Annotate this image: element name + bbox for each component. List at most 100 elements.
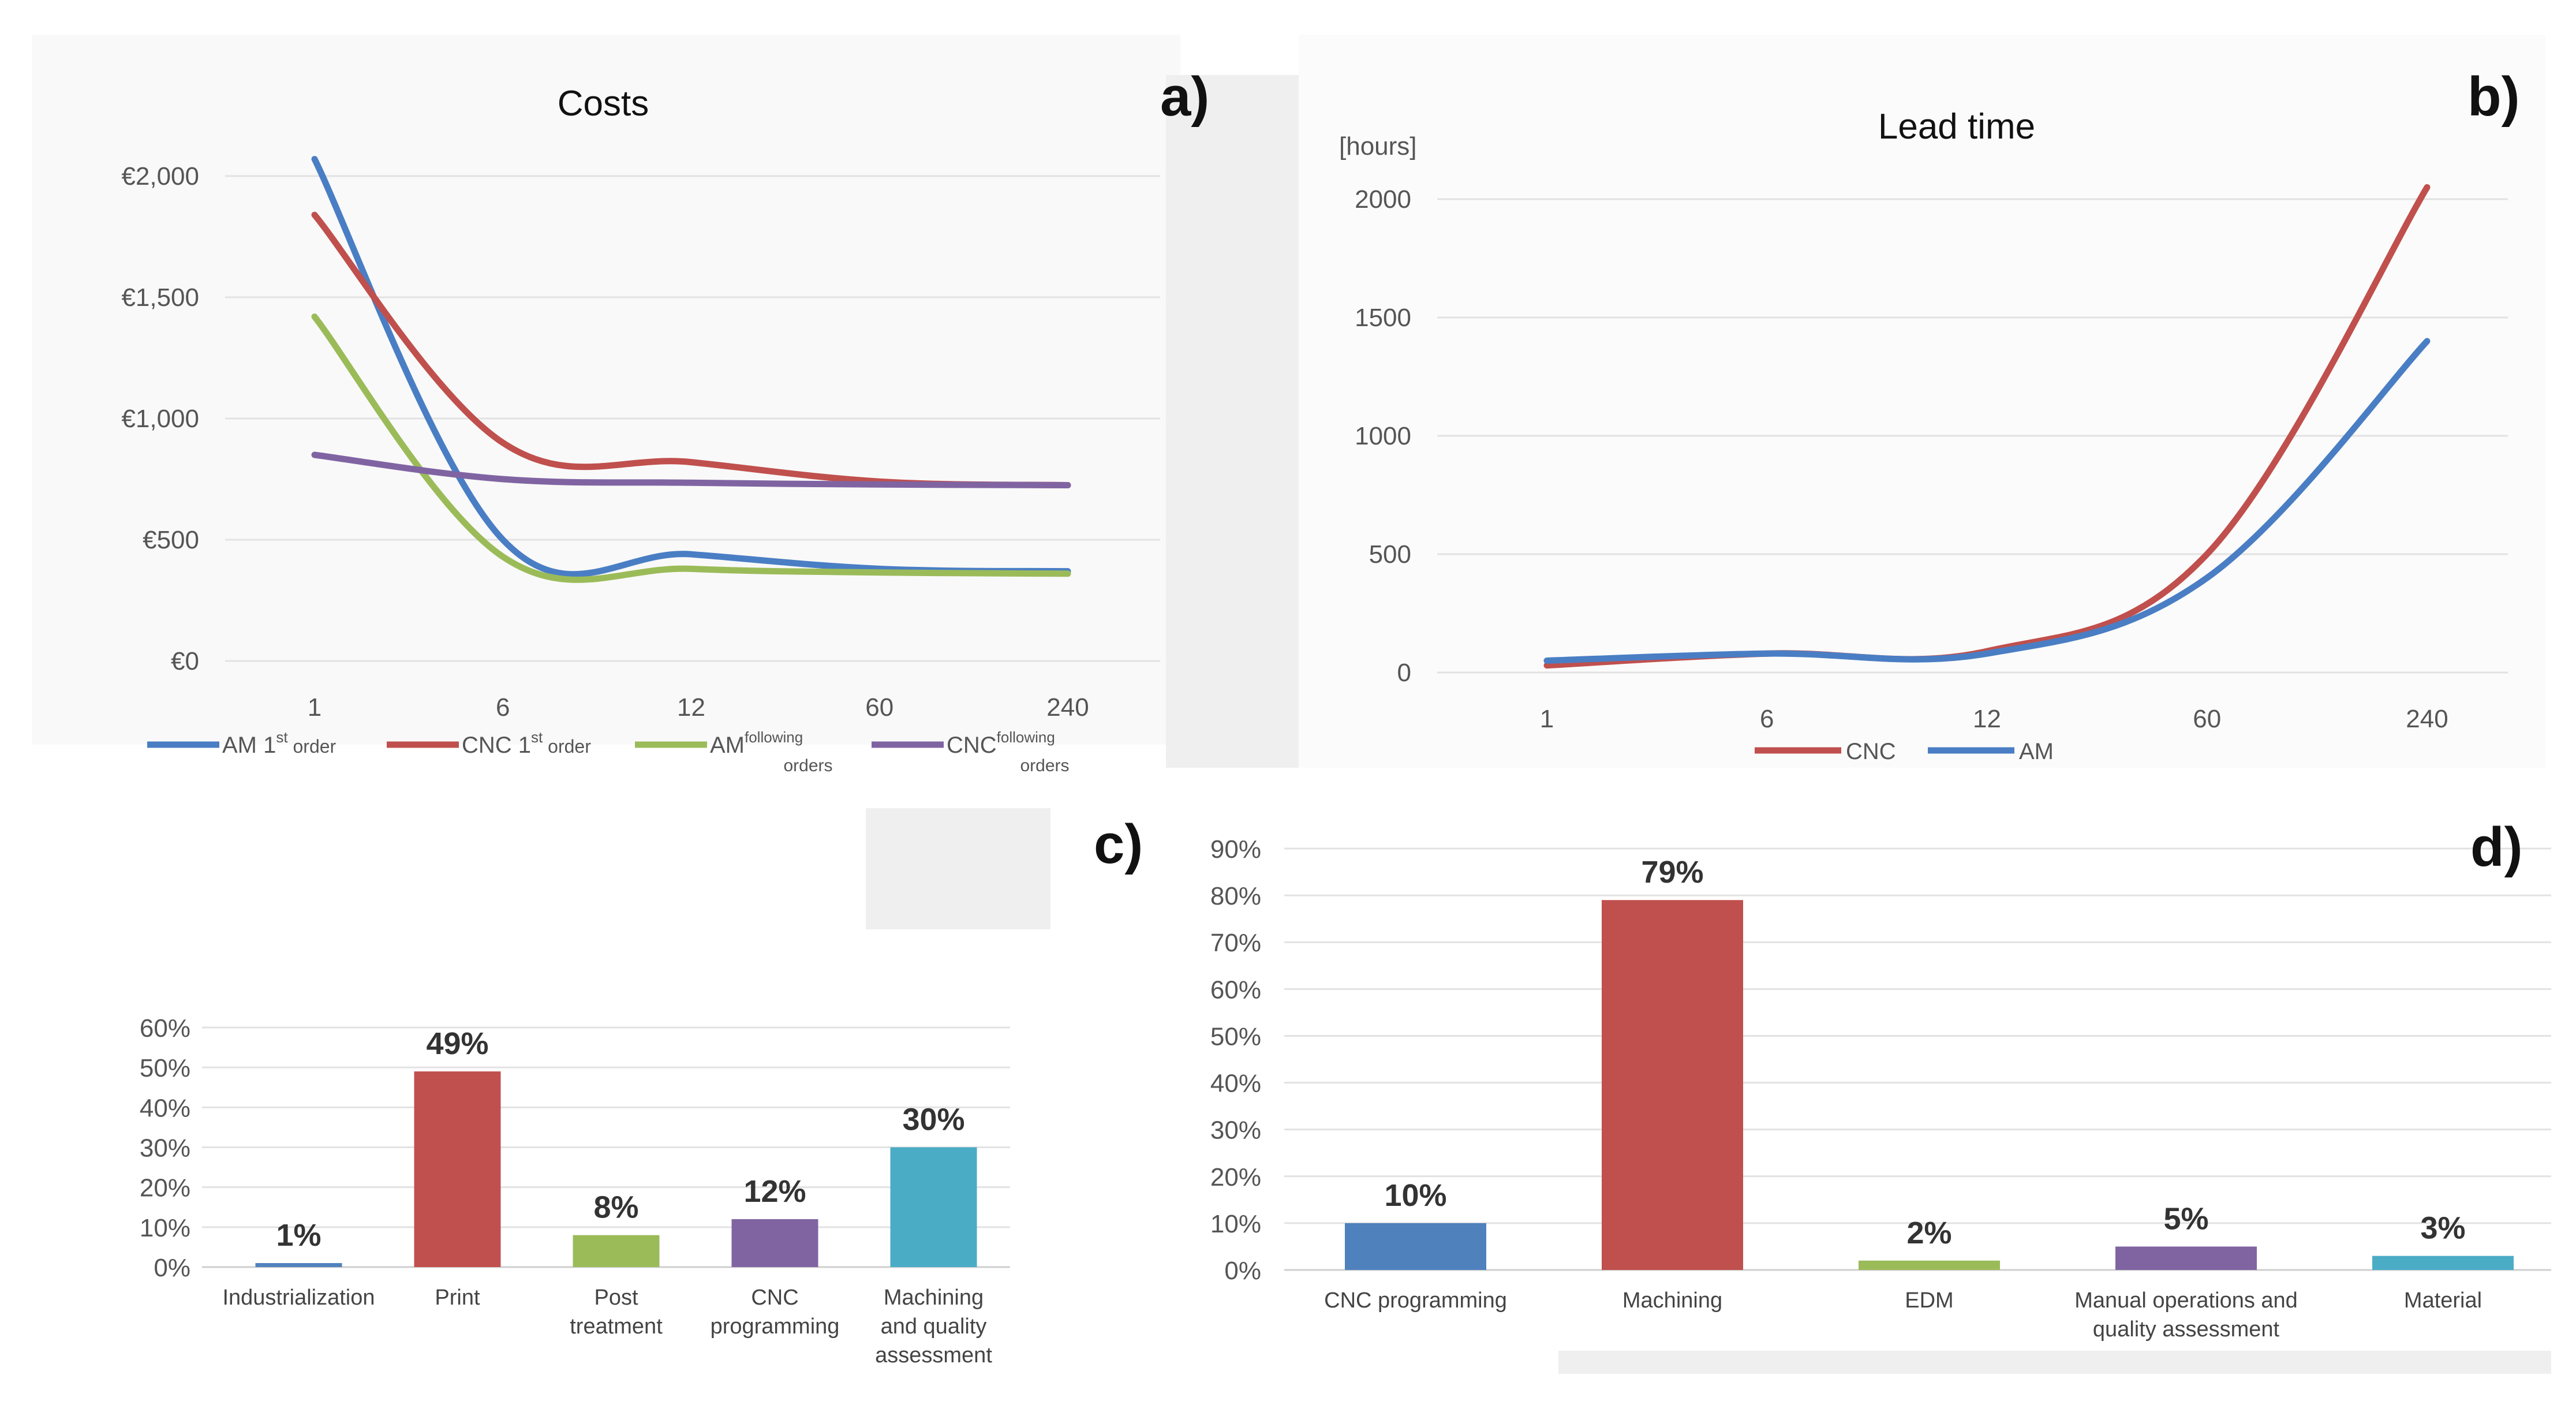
y-tick-label: 0% xyxy=(154,1254,190,1282)
bar xyxy=(1345,1223,1486,1270)
bar xyxy=(731,1219,818,1267)
data-label: 49% xyxy=(426,1026,488,1061)
category-label: Print xyxy=(435,1286,480,1310)
data-label: 10% xyxy=(1384,1178,1446,1213)
x-tick-label: 60 xyxy=(865,693,893,722)
category-label: CNC xyxy=(751,1286,798,1310)
data-label: 79% xyxy=(1641,855,1703,890)
legend-entry: CNCfollowing xyxy=(947,728,1055,758)
legend-entry-continuation: orders xyxy=(783,756,832,775)
category-label: quality assessment xyxy=(2093,1317,2280,1342)
bg-block xyxy=(1299,35,2545,768)
y-tick-label: 40% xyxy=(1210,1070,1261,1098)
y-tick-label: €2,000 xyxy=(121,162,199,190)
y-tick-label: 50% xyxy=(1210,1022,1261,1051)
x-tick-label: 6 xyxy=(496,693,510,722)
y-tick-label: €1,500 xyxy=(121,283,199,312)
category-label: Material xyxy=(2404,1288,2482,1313)
chart-title: Costs xyxy=(558,84,649,124)
panel-label: c) xyxy=(1094,813,1143,875)
category-label: CNC programming xyxy=(1324,1288,1507,1313)
y-tick-label: 20% xyxy=(140,1174,190,1202)
data-label: 5% xyxy=(2163,1201,2208,1236)
y-tick-label: 30% xyxy=(1210,1116,1261,1145)
x-tick-label: 60 xyxy=(2193,705,2221,733)
y-tick-label: 1500 xyxy=(1355,304,1411,332)
y-tick-label: €1,000 xyxy=(121,405,199,433)
data-label: 8% xyxy=(593,1190,638,1225)
y-tick-label: 70% xyxy=(1210,929,1261,957)
legend-entry: AMfollowing xyxy=(710,728,803,758)
panel-label: d) xyxy=(2470,816,2523,878)
x-tick-label: 240 xyxy=(1046,693,1089,722)
y-tick-label: 80% xyxy=(1210,882,1261,910)
category-label: Industrialization xyxy=(222,1286,375,1310)
bg-block xyxy=(32,35,1180,745)
data-label: 1% xyxy=(276,1218,321,1253)
bar xyxy=(414,1071,501,1267)
chart-title: Lead time xyxy=(1878,107,2035,147)
panel-d-cnc-cost-breakdown: 0% 10% 20% 30% 40% 50% 60% 70% 80% 90% 10% CNC prog… xyxy=(1210,816,2551,1342)
legend-entry: CNC xyxy=(1846,739,1896,764)
legend-entry: CNC 1st order xyxy=(462,728,591,758)
category-label: EDM xyxy=(1905,1288,1953,1313)
y-tick-label: 60% xyxy=(1210,976,1261,1004)
category-label: and quality xyxy=(881,1314,987,1339)
legend: CNC AM xyxy=(1755,739,2054,764)
y-tick-label: €0 xyxy=(171,647,199,675)
data-label: 30% xyxy=(902,1103,964,1137)
data-label: 12% xyxy=(743,1174,806,1209)
y-tick-label: 500 xyxy=(1369,540,1411,569)
panel-b-lead-time-chart: 0 500 1000 1500 2000 1 6 12 60 240 Lead time b) [hou… xyxy=(1339,66,2520,764)
category-label: Machining xyxy=(884,1286,984,1310)
data-label: 2% xyxy=(1906,1216,1951,1250)
category-label: Manual operations and xyxy=(2074,1288,2298,1313)
bg-block xyxy=(1166,75,1299,768)
x-tick-label: 1 xyxy=(1540,705,1554,733)
category-label: assessment xyxy=(875,1343,992,1368)
bg-block xyxy=(866,808,1050,929)
x-tick-label: 12 xyxy=(1973,705,2001,733)
panel-label: b) xyxy=(2467,66,2520,128)
y-tick-label: 50% xyxy=(140,1054,190,1082)
bar xyxy=(2115,1246,2257,1270)
category-label: treatment xyxy=(570,1314,663,1339)
panel-label: a) xyxy=(1160,66,1209,128)
category-label: Machining xyxy=(1622,1288,1722,1313)
bar xyxy=(1602,900,1743,1270)
category-label: programming xyxy=(711,1314,840,1339)
bar xyxy=(255,1263,342,1267)
bar xyxy=(2372,1256,2514,1270)
bg-block xyxy=(1558,1351,2551,1374)
legend-entry: AM 1st order xyxy=(222,728,337,758)
bar xyxy=(573,1235,660,1267)
legend: AM 1st order CNC 1st order AMfollowingorde… xyxy=(147,728,1070,775)
y-tick-label: 0% xyxy=(1224,1257,1261,1285)
y-tick-label: 0 xyxy=(1397,659,1411,687)
category-label: Post xyxy=(594,1286,638,1310)
legend-entry-continuation: orders xyxy=(1020,756,1069,775)
x-tick-label: 240 xyxy=(2406,705,2448,733)
x-tick-label: 6 xyxy=(1760,705,1774,733)
x-tick-label: 1 xyxy=(308,693,321,722)
series-line xyxy=(311,313,1071,583)
y-tick-label: 20% xyxy=(1210,1163,1261,1191)
y-tick-label: 30% xyxy=(140,1134,190,1163)
y-tick-label: 60% xyxy=(140,1014,190,1043)
y-tick-label: 40% xyxy=(140,1094,190,1122)
series-line xyxy=(1543,338,2431,664)
bar xyxy=(890,1147,977,1267)
y-tick-label: 10% xyxy=(140,1214,190,1242)
legend-entry: AM xyxy=(2019,739,2054,764)
y-tick-label: 90% xyxy=(1210,835,1261,864)
x-tick-label: 12 xyxy=(677,693,705,722)
panel-a-costs-chart: €0 €500 €1,000 €1,500 €2,000 1 6 12 60 240 Costs a)… xyxy=(121,66,1209,775)
series-line xyxy=(311,451,1071,488)
y-axis-label: [hours] xyxy=(1339,132,1417,160)
y-tick-label: €500 xyxy=(143,526,199,554)
panel-c-am-cost-breakdown: 0% 10% 20% 30% 40% 50% 60% 1% Industrialization 4… xyxy=(140,813,1143,1368)
y-tick-label: 2000 xyxy=(1355,185,1411,214)
y-tick-label: 10% xyxy=(1210,1210,1261,1238)
bar xyxy=(1859,1260,2000,1270)
